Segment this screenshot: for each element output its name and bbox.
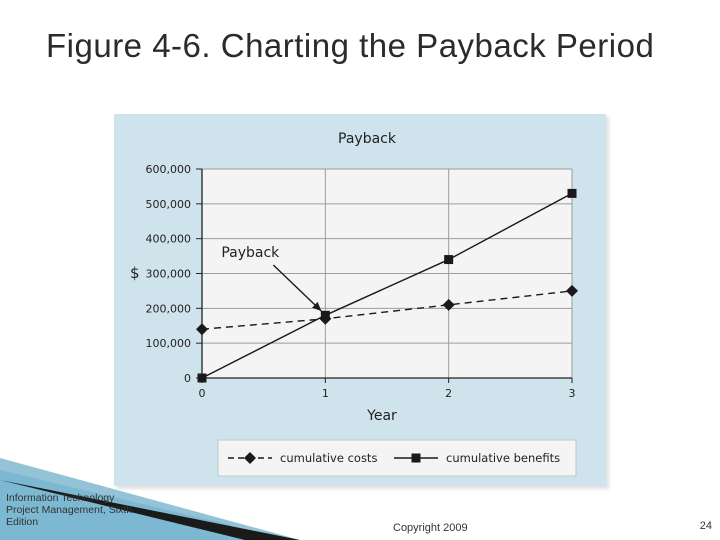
x-tick-label: 0 [199,387,206,400]
series-markers [196,188,578,383]
legend-marker-diamond [244,452,256,464]
y-tick-label: 0 [184,372,191,385]
y-tick-label: 300,000 [146,268,192,281]
grid-lines [202,168,573,378]
x-axis-label: Year [366,408,397,424]
y-tick-label: 400,000 [146,233,192,246]
x-tick-label: 3 [569,387,576,400]
annotation-arrowhead [312,301,322,312]
data-point-square [320,310,330,320]
y-axis-label: $ [130,264,140,282]
copyright-text: Copyright 2009 [393,522,468,534]
data-point-square [197,373,207,383]
y-tick-label: 500,000 [146,198,192,211]
footer-source: Information Technology Project Managemen… [6,492,176,528]
series-lines [201,192,573,379]
page-number: 24 [699,520,712,532]
footer-line: Edition [6,516,39,528]
data-point-diamond [566,284,578,297]
chart-title: Payback [338,131,397,147]
legend-label: cumulative benefits [446,451,560,465]
annotation-arrow [272,264,322,312]
y-tick-label: 200,000 [146,302,192,315]
footer-line: Project Management, Sixth [6,504,133,516]
x-tick-label: 2 [445,387,452,400]
legend-label: cumulative costs [280,451,377,465]
data-point-square [444,255,454,265]
payback-chart: 0 100,000 200,000 300,000 400,000 500,000 600,… [130,131,578,477]
chart-panel: 0 100,000 200,000 300,000 400,000 500,000 600,… [114,114,606,486]
annotations: Payback [221,245,322,312]
series-line-square [201,192,573,379]
y-tick-label: 600,000 [146,163,192,176]
series-line-diamond [201,290,573,330]
y-tick-label: 100,000 [146,337,192,350]
footer-line: Information Technology [6,492,115,504]
x-tick-label: 1 [322,387,329,400]
data-point-square [567,188,577,198]
slide-title: Figure 4-6. Charting the Payback Period [46,27,655,64]
annotation-label: Payback [221,245,280,261]
legend: cumulative costs cumulative benefits [217,439,577,477]
legend-marker-square [411,453,421,463]
data-point-diamond [442,298,455,311]
data-point-diamond [196,323,208,336]
axes: 0 100,000 200,000 300,000 400,000 500,000 600,… [146,163,576,400]
